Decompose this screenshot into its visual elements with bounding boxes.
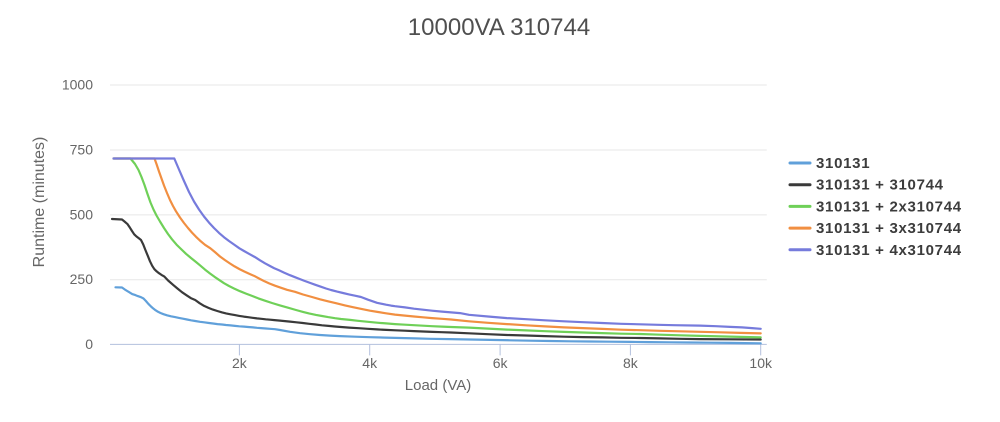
svg-text:310131 + 2x310744: 310131 + 2x310744 <box>816 198 962 215</box>
svg-text:310131 + 310744: 310131 + 310744 <box>816 177 944 194</box>
svg-text:310131 + 4x310744: 310131 + 4x310744 <box>816 242 962 259</box>
svg-text:10000VA 310744: 10000VA 310744 <box>408 14 590 41</box>
svg-text:6k: 6k <box>493 355 509 371</box>
svg-text:10k: 10k <box>749 355 773 371</box>
svg-text:0: 0 <box>85 336 93 352</box>
svg-text:Load (VA): Load (VA) <box>405 377 471 394</box>
svg-text:1000: 1000 <box>62 77 93 93</box>
svg-text:Runtime (minutes): Runtime (minutes) <box>31 137 48 268</box>
svg-text:310131: 310131 <box>816 155 870 172</box>
svg-text:4k: 4k <box>362 355 378 371</box>
svg-text:500: 500 <box>70 206 94 222</box>
svg-text:8k: 8k <box>623 355 639 371</box>
svg-text:250: 250 <box>70 271 94 287</box>
svg-text:2k: 2k <box>232 355 248 371</box>
svg-text:310131 + 3x310744: 310131 + 3x310744 <box>816 220 962 237</box>
svg-text:750: 750 <box>70 142 94 158</box>
